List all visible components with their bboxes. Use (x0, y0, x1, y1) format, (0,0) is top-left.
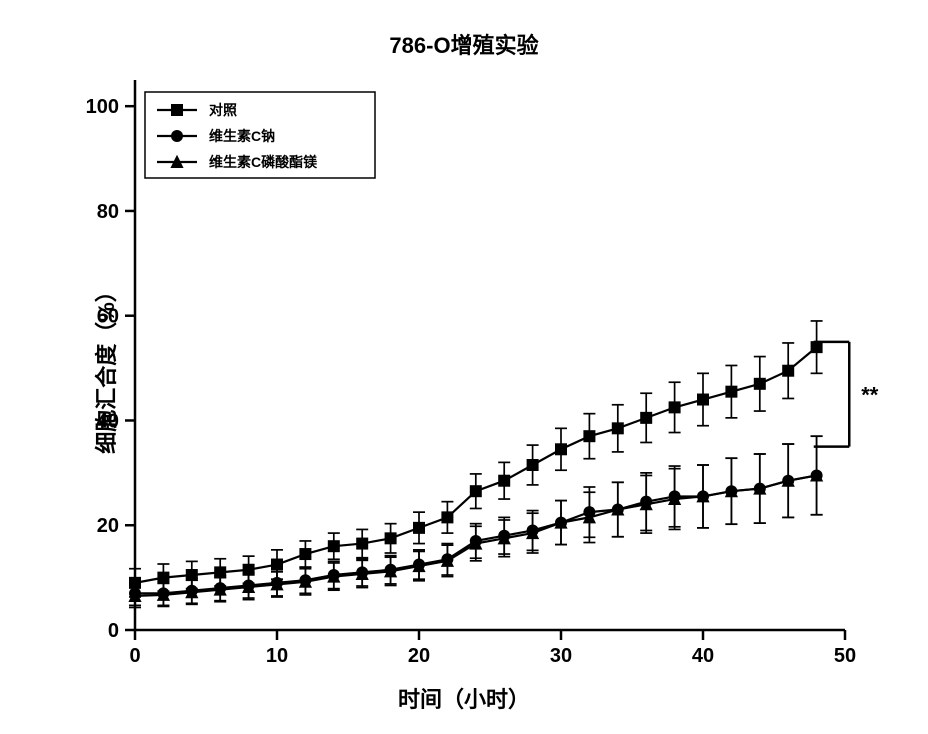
svg-text:20: 20 (408, 645, 430, 667)
svg-text:0: 0 (108, 620, 119, 642)
svg-text:40: 40 (97, 410, 119, 432)
legend-label-control: 对照 (209, 102, 237, 118)
svg-text:60: 60 (97, 306, 119, 328)
svg-text:50: 50 (834, 645, 856, 667)
legend-label-vitc_na: 维生素C钠 (209, 128, 275, 144)
series-vitc_mg (128, 436, 823, 607)
svg-text:40: 40 (692, 645, 714, 667)
chart-figure: 786-O增殖实验 细胞汇合度（%） 时间（小时） 02040608010001… (0, 0, 928, 734)
svg-text:80: 80 (97, 201, 119, 223)
svg-text:20: 20 (97, 515, 119, 537)
chart-plot: 0 20 40 60 80 100 0 10 20 30 40 50 ** 对照维生素C钠维生素C磷酸酯镁 (0, 0, 928, 734)
series-vitc_na (129, 436, 823, 605)
significance-marker: ** (861, 382, 879, 407)
svg-text:0: 0 (129, 645, 140, 667)
svg-text:100: 100 (86, 96, 119, 118)
svg-text:10: 10 (266, 645, 288, 667)
legend-label-vitc_mg: 维生素C磷酸酯镁 (209, 154, 318, 170)
legend: 对照维生素C钠维生素C磷酸酯镁 (145, 92, 375, 178)
svg-text:30: 30 (550, 645, 572, 667)
